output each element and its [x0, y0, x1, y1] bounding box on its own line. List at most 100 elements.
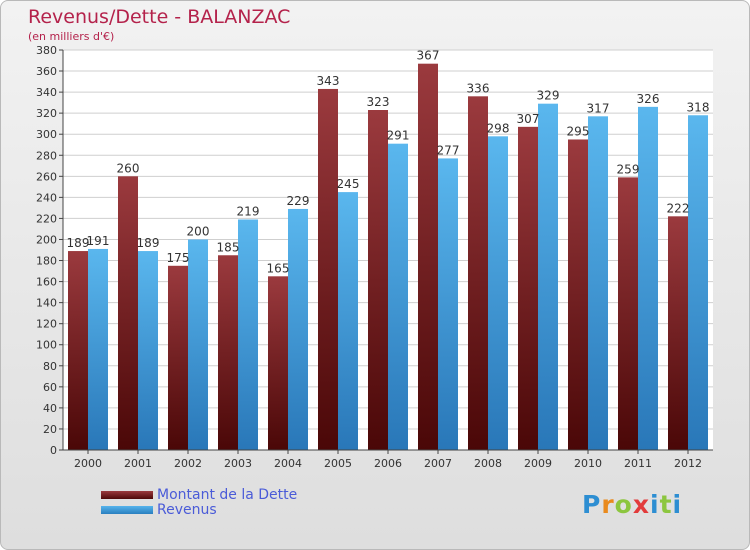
x-tick-label: 2003	[224, 457, 252, 470]
x-tick-label: 2011	[624, 457, 652, 470]
y-tick-label: 100	[36, 339, 57, 352]
x-tick-label: 2009	[524, 457, 552, 470]
y-tick-label: 220	[36, 212, 57, 225]
bar-revenus	[488, 136, 508, 450]
data-label-dette: 307	[517, 112, 540, 126]
y-tick-label: 360	[36, 65, 57, 78]
y-tick-label: 140	[36, 297, 57, 310]
legend-swatch-dette	[101, 490, 153, 499]
logo-letter: i	[650, 490, 660, 519]
x-tick-label: 2001	[124, 457, 152, 470]
data-label-dette: 189	[67, 236, 90, 250]
data-label-revenus: 245	[337, 177, 360, 191]
y-tick-label: 340	[36, 86, 57, 99]
x-tick-label: 2007	[424, 457, 452, 470]
y-tick-label: 60	[43, 381, 57, 394]
bar-dette	[168, 265, 188, 450]
y-tick-label: 200	[36, 233, 57, 246]
y-tick-label: 20	[43, 423, 57, 436]
legend-item-dette: Montant de la Dette	[101, 486, 298, 503]
legend-swatch-revenus	[101, 505, 153, 514]
x-tick-label: 2005	[324, 457, 352, 470]
bar-dette	[668, 216, 688, 450]
data-label-dette: 367	[417, 49, 440, 63]
x-tick-label: 2002	[174, 457, 202, 470]
y-tick-label: 300	[36, 128, 57, 141]
data-label-revenus: 229	[287, 194, 310, 208]
data-label-revenus: 291	[387, 129, 410, 143]
y-tick-label: 280	[36, 149, 57, 162]
bar-dette	[518, 126, 538, 450]
bar-revenus	[188, 239, 208, 450]
legend: Montant de la Dette Revenus	[101, 486, 298, 518]
data-label-revenus: 318	[687, 100, 710, 114]
legend-label-dette: Montant de la Dette	[157, 486, 298, 503]
bar-revenus	[288, 208, 308, 450]
data-label-revenus: 191	[87, 234, 110, 248]
data-label-revenus: 200	[187, 224, 210, 238]
y-tick-label: 40	[43, 402, 57, 415]
data-label-dette: 260	[117, 161, 140, 175]
y-tick-label: 240	[36, 191, 57, 204]
proxiti-logo: Proxiti	[582, 490, 682, 519]
data-label-dette: 175	[167, 251, 190, 265]
data-label-revenus: 317	[587, 101, 610, 115]
x-tick-label: 2000	[74, 457, 102, 470]
bar-dette	[68, 251, 88, 450]
chart-title: Revenus/Dette - BALANZAC	[28, 6, 291, 28]
y-tick-label: 80	[43, 360, 57, 373]
logo-letter: P	[582, 490, 602, 519]
y-tick-label: 0	[50, 444, 57, 457]
x-tick-label: 2012	[674, 457, 702, 470]
data-label-revenus: 329	[537, 89, 560, 103]
bar-revenus	[388, 143, 408, 450]
logo-letter: x	[632, 490, 650, 519]
data-label-revenus: 219	[237, 204, 260, 218]
y-tick-label: 380	[36, 44, 57, 57]
data-label-revenus: 298	[487, 121, 510, 135]
bar-revenus	[638, 106, 658, 450]
bar-revenus	[588, 116, 608, 450]
bar-dette	[368, 110, 388, 450]
legend-item-revenus: Revenus	[101, 501, 297, 518]
data-label-dette: 295	[567, 124, 590, 138]
bar-dette	[118, 176, 138, 450]
x-tick-label: 2004	[274, 457, 302, 470]
bar-dette	[268, 276, 288, 450]
data-label-dette: 323	[367, 95, 390, 109]
x-tick-label: 2006	[374, 457, 402, 470]
bar-revenus	[438, 158, 458, 450]
bar-dette	[418, 63, 438, 451]
data-label-dette: 259	[617, 162, 640, 176]
y-tick-label: 180	[36, 255, 57, 268]
bar-revenus	[538, 103, 558, 451]
data-label-revenus: 326	[637, 92, 660, 106]
bar-dette	[318, 88, 338, 451]
bar-dette	[218, 255, 238, 450]
data-label-revenus: 277	[437, 143, 460, 157]
data-label-dette: 185	[217, 240, 240, 254]
bar-dette	[618, 177, 638, 451]
y-tick-label: 320	[36, 107, 57, 120]
y-tick-label: 260	[36, 170, 57, 183]
logo-letter: i	[672, 490, 683, 519]
logo-letter: r	[601, 490, 615, 519]
bar-dette	[568, 139, 588, 450]
bar-revenus	[688, 115, 708, 451]
data-label-revenus: 189	[137, 236, 160, 250]
y-tick-label: 160	[36, 276, 57, 289]
bar-revenus	[238, 219, 258, 450]
logo-letter: o	[614, 490, 633, 519]
data-label-dette: 222	[667, 201, 690, 215]
legend-label-revenus: Revenus	[157, 501, 217, 518]
data-label-dette: 165	[267, 261, 290, 275]
data-label-dette: 343	[317, 74, 340, 88]
chart-subtitle: (en milliers d'€)	[28, 30, 115, 43]
logo-letter: t	[659, 490, 673, 519]
y-tick-label: 120	[36, 318, 57, 331]
x-tick-label: 2010	[574, 457, 602, 470]
bar-revenus	[138, 251, 158, 450]
bar-revenus	[88, 248, 108, 450]
